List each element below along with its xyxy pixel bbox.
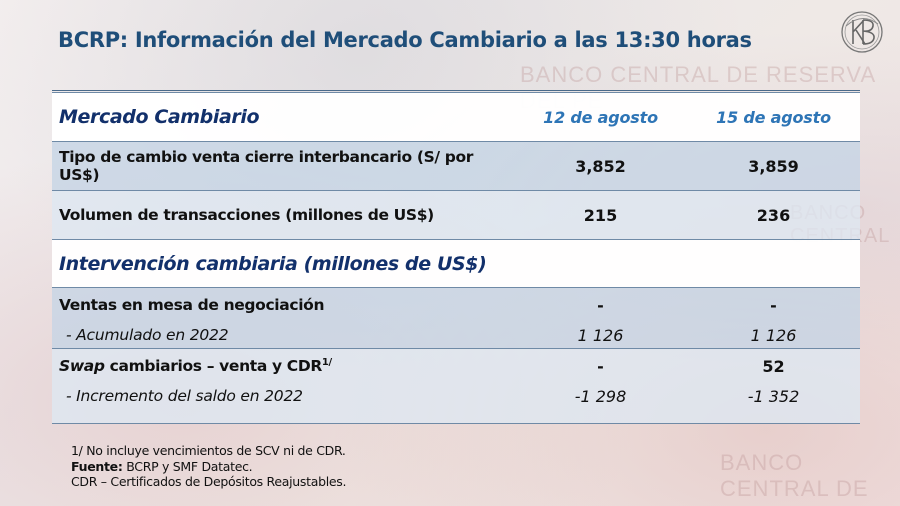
swap-italic-word: Swap xyxy=(59,357,105,376)
section-title-mercado-cambiario: Mercado Cambiario xyxy=(59,106,260,128)
table-row: Swap cambiarios – venta y CDR1/ - 52 xyxy=(52,351,860,381)
table-row: Ventas en mesa de negociación - - xyxy=(52,290,860,320)
row-value-date-2: - xyxy=(770,295,777,315)
subrow-value-date-2: -1 352 xyxy=(747,386,800,406)
row-label: Tipo de cambio venta cierre interbancari… xyxy=(59,148,474,184)
abbreviation-note: CDR – Certificados de Depósitos Reajusta… xyxy=(71,474,347,489)
background-watermark-text-3: BANCO CENTRAL DE xyxy=(720,450,869,501)
source-note: Fuente: BCRP y SMF Datatec. xyxy=(71,459,346,475)
bcrp-logo-icon xyxy=(841,11,883,53)
table-subrow: - Acumulado en 2022 1 126 1 126 xyxy=(52,320,860,350)
table-row-group: Swap cambiarios – venta y CDR1/ - 52 - I… xyxy=(52,349,860,424)
column-header-date-2: 15 de agosto xyxy=(716,107,831,127)
exchange-market-table: Mercado Cambiario 12 de agosto 15 de ago… xyxy=(52,92,860,424)
column-header-date-1: 12 de agosto xyxy=(543,107,658,127)
subrow-value-date-1: -1 298 xyxy=(574,386,627,406)
table-header-row: Mercado Cambiario 12 de agosto 15 de ago… xyxy=(52,92,860,142)
row-value-date-1: 3,852 xyxy=(575,156,626,176)
section-header-row: Intervención cambiaria (millones de US$) xyxy=(52,240,860,288)
footnote-marker: 1/ xyxy=(321,356,332,368)
swap-label-rest: cambiarios – venta y CDR xyxy=(104,357,323,376)
table-subrow: - Incremento del saldo en 2022 -1 298 -1… xyxy=(52,381,860,411)
row-value-date-1: 215 xyxy=(583,205,618,225)
source-text: BCRP y SMF Datatec. xyxy=(122,458,253,474)
subrow-label: - Incremento del saldo en 2022 xyxy=(66,387,303,405)
table-row-group: Ventas en mesa de negociación - - - Acum… xyxy=(52,288,860,349)
background-watermark-text: BANCO CENTRAL DE RESERVA DEL PE xyxy=(520,62,875,113)
table-row: Volumen de transacciones (millones de US… xyxy=(52,191,860,240)
subrow-label: - Acumulado en 2022 xyxy=(66,326,229,344)
table-row: Tipo de cambio venta cierre interbancari… xyxy=(52,142,860,191)
row-value-date-2: 52 xyxy=(762,356,785,376)
footnotes: 1/ No incluye vencimientos de SCV ni de … xyxy=(71,443,346,490)
row-label: Swap cambiarios – venta y CDR1/ xyxy=(52,357,514,375)
row-value-date-2: 236 xyxy=(756,205,791,225)
title-underline xyxy=(52,90,860,91)
source-label: Fuente: xyxy=(71,458,123,474)
subrow-value-date-2: 1 126 xyxy=(750,325,797,345)
subrow-value-date-1: 1 126 xyxy=(577,325,624,345)
row-value-date-1: - xyxy=(597,295,604,315)
section-title-intervencion: Intervención cambiaria (millones de US$) xyxy=(59,252,487,275)
row-value-date-1: - xyxy=(597,356,604,376)
row-value-date-2: 3,859 xyxy=(748,156,799,176)
page-title: BCRP: Información del Mercado Cambiario … xyxy=(58,28,752,52)
row-label: Ventas en mesa de negociación xyxy=(59,296,325,314)
footnote-1: 1/ No incluye vencimientos de SCV ni de … xyxy=(71,443,346,458)
row-label: Volumen de transacciones (millones de US… xyxy=(59,206,434,224)
